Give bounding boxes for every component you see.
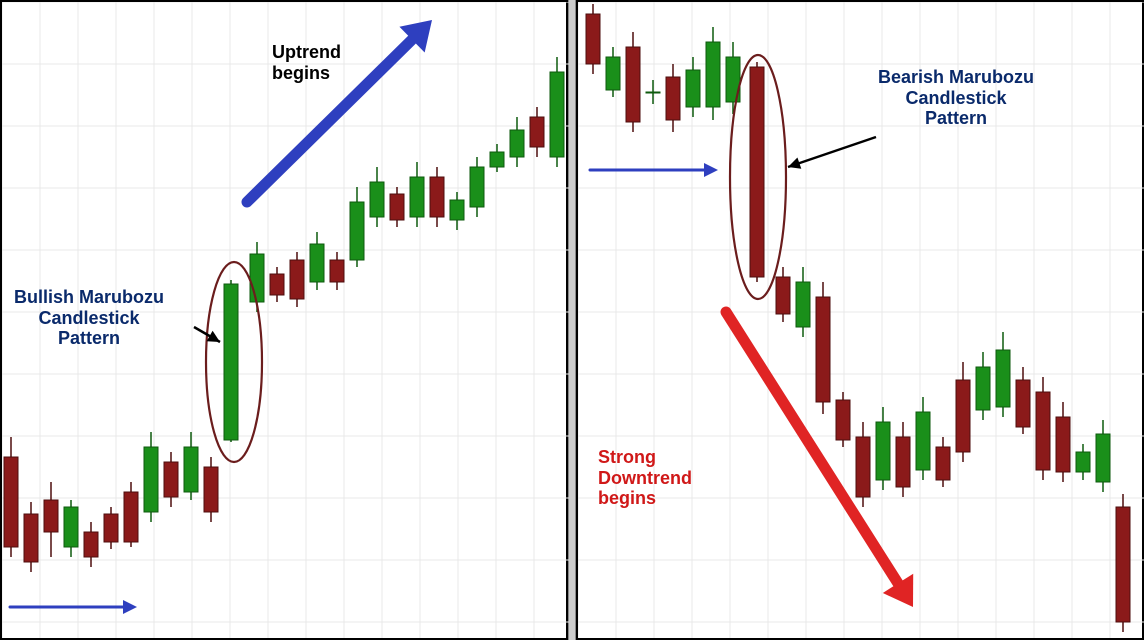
bearish-label: Bearish Marubozu Candlestick Pattern: [878, 67, 1034, 129]
downtrend-label: Strong Downtrend begins: [598, 447, 692, 509]
chart-wrap: Uptrend begins Bullish Marubozu Candlest…: [0, 0, 1144, 640]
panel-divider: [568, 0, 576, 640]
bullish-panel: Uptrend begins Bullish Marubozu Candlest…: [0, 0, 568, 640]
uptrend-label: Uptrend begins: [272, 42, 341, 83]
bearish-chart-svg: [578, 2, 1144, 638]
bullish-label: Bullish Marubozu Candlestick Pattern: [14, 287, 164, 349]
bearish-panel: Bearish Marubozu Candlestick Pattern Str…: [576, 0, 1144, 640]
